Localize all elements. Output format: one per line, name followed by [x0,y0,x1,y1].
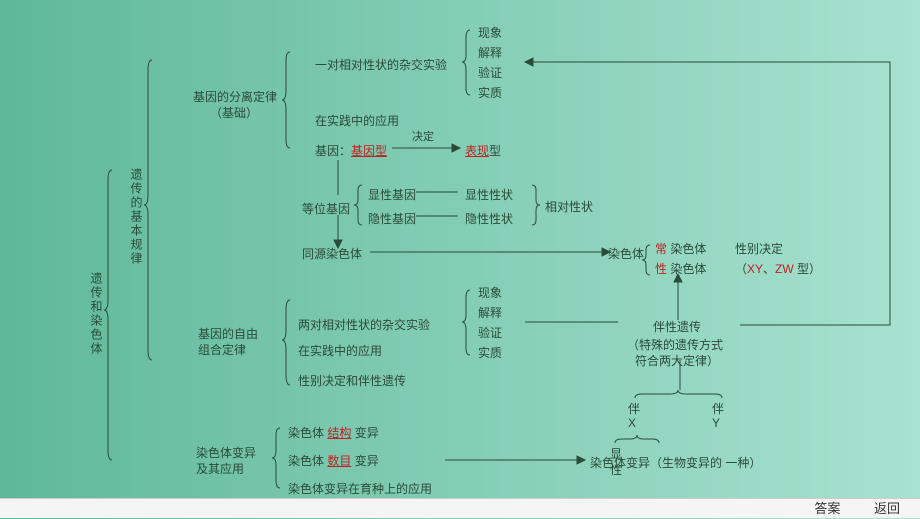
chrom: 染色体 [608,245,644,262]
allele-a: 显性基因 [368,186,416,203]
sex-c: 性 染色体 [655,260,706,277]
exp2-x3: 验证 [478,324,502,341]
sexlink2: （特殊的遗传方式 [627,336,723,353]
b1a-r1: 一对相对性状的杂交实验 [315,56,447,73]
back-button[interactable]: 返回 [874,501,900,516]
homo: 同源染色体 [302,245,362,262]
exp2-x1: 现象 [478,284,502,301]
b1a-r3d: 表现型 [465,142,501,159]
var-note: 染色体变异（生物变异的 一种） [590,454,761,471]
sexlink3: 符合两大定律） [635,352,719,369]
branch1-title: 遗传的基本规律 [128,168,145,266]
exp2-x2: 解释 [478,304,502,321]
answer-button[interactable]: 答案 [814,501,840,516]
b1b-r1: 两对相对性状的杂交实验 [298,316,430,333]
b2-r2: 染色体 数目 变异 [288,452,379,469]
b1a-line1: 基因的分离定律 [193,88,277,105]
exp-x2: 解释 [478,44,502,61]
exp-x4: 实质 [478,84,502,101]
sex-det: 性别决定 [735,240,783,257]
b2-line2: 及其应用 [196,460,244,477]
rel-trait: 相对性状 [545,198,593,215]
b1b-r2: 在实践中的应用 [298,342,382,359]
b1a-r2: 在实践中的应用 [315,112,399,129]
sexlink1: 伴性遗传 [653,318,701,335]
b2-line1: 染色体变异 [196,444,256,461]
exp-x1: 现象 [478,24,502,41]
b1a-r3: 基因：基因型 [315,142,387,159]
determine: 决定 [412,128,434,144]
root-label: 遗传和染色体 [88,272,105,356]
b2-r3: 染色体变异在育种上的应用 [288,480,432,497]
b1b-r3: 性别决定和伴性遗传 [298,372,406,389]
allele: 等位基因 [302,200,350,217]
exp2-x4: 实质 [478,344,502,361]
allele-b: 隐性基因 [368,210,416,227]
by2: Y [712,416,720,430]
xyzw: （XY、ZW 型） [735,260,821,277]
auto-c: 常 染色体 [655,240,706,257]
b1b-line2: 组合定律 [198,341,246,358]
trait-a: 显性性状 [465,186,513,203]
b1a-line2: （基础） [210,104,258,121]
b1b-line1: 基因的自由 [198,325,258,342]
exp-x3: 验证 [478,64,502,81]
bottom-bar: 答案 返回 [0,498,920,518]
bx: 伴 [628,400,640,417]
trait-b: 隐性性状 [465,210,513,227]
b2-r1: 染色体 结构 变异 [288,424,379,441]
by: 伴 [712,400,724,417]
bx2: X [628,416,636,430]
